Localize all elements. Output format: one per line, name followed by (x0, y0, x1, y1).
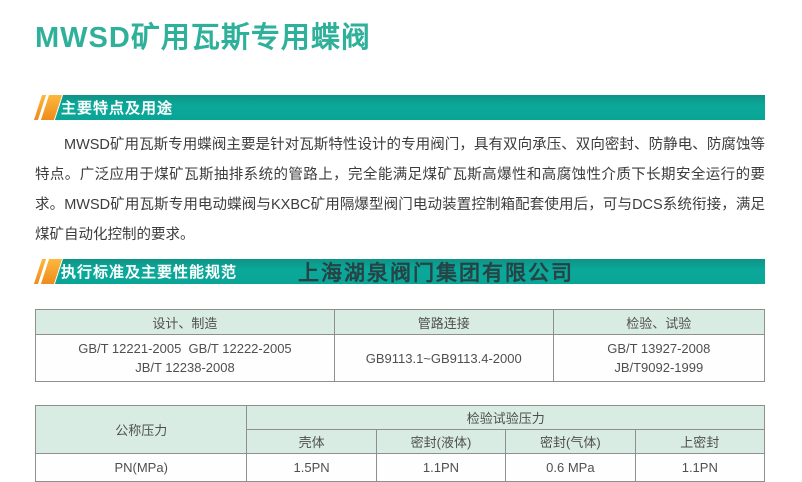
cell-pipe-connection: GB9113.1~GB9113.4-2000 (333, 334, 554, 382)
col-header-inspection-test: 检验、试验 (552, 309, 766, 335)
section-heading-standards: 执行标准及主要性能规范 (61, 264, 238, 281)
pressure-table: 公称压力 检验试验压力 壳体 密封(液体) 密封(气体) 上密封 PN(MPa)… (34, 405, 766, 482)
company-watermark: 上海湖泉阀门集团有限公司 (298, 261, 574, 285)
col-header-shell: 壳体 (246, 429, 377, 454)
col-header-design-manufacture: 设计、制造 (35, 309, 335, 335)
features-paragraph: MWSD矿用瓦斯专用蝶阀主要是针对瓦斯特性设计的专用阀门，具有双向承压、双向密封… (35, 137, 765, 243)
inspection-standard-line1: GB/T 13927-2008 (607, 341, 711, 356)
col-header-nominal-pressure: 公称压力 (34, 405, 248, 454)
standards-table: 设计、制造 管路连接 检验、试验 GB/T 12221-2005 GB/T 12… (35, 309, 766, 382)
standards-table-header-row: 设计、制造 管路连接 检验、试验 (35, 309, 766, 335)
document-page: MWSD矿用瓦斯专用蝶阀 主要特点及用途 MWSD矿用瓦斯专用蝶阀主要是针对瓦斯… (24, 22, 766, 482)
pressure-table-sub-header-row: 壳体 密封(液体) 密封(气体) 上密封 (36, 429, 766, 454)
section-header-standards: 执行标准及主要性能规范 上海湖泉阀门集团有限公司 (24, 259, 765, 285)
col-header-seal-liquid: 密封(液体) (375, 429, 507, 454)
section-heading-features: 主要特点及用途 (61, 100, 174, 117)
design-standard-line2: JB/T 12238-2008 (135, 360, 235, 375)
standards-table-row: GB/T 12221-2005 GB/T 12222-2005 JB/T 122… (35, 334, 766, 382)
col-header-seal-gas: 密封(气体) (505, 429, 636, 454)
col-header-pipe-connection: 管路连接 (333, 309, 554, 335)
pressure-table-group-header-row: 公称压力 检验试验压力 (34, 405, 765, 454)
section-header-features: 主要特点及用途 (24, 95, 765, 120)
design-standard-line1: GB/T 12221-2005 GB/T 12222-2005 (78, 341, 292, 356)
page-title: MWSD矿用瓦斯专用蝶阀 (35, 22, 371, 54)
cell-design-manufacture: GB/T 12221-2005 GB/T 12222-2005 JB/T 122… (35, 334, 335, 382)
inspection-standard-line2: JB/T9092-1999 (614, 360, 704, 375)
cell-inspection-test: GB/T 13927-2008 JB/T9092-1999 (552, 334, 766, 382)
col-header-test-pressure-group: 检验试验压力 (246, 405, 765, 430)
col-header-upper-seal: 上密封 (634, 429, 766, 454)
